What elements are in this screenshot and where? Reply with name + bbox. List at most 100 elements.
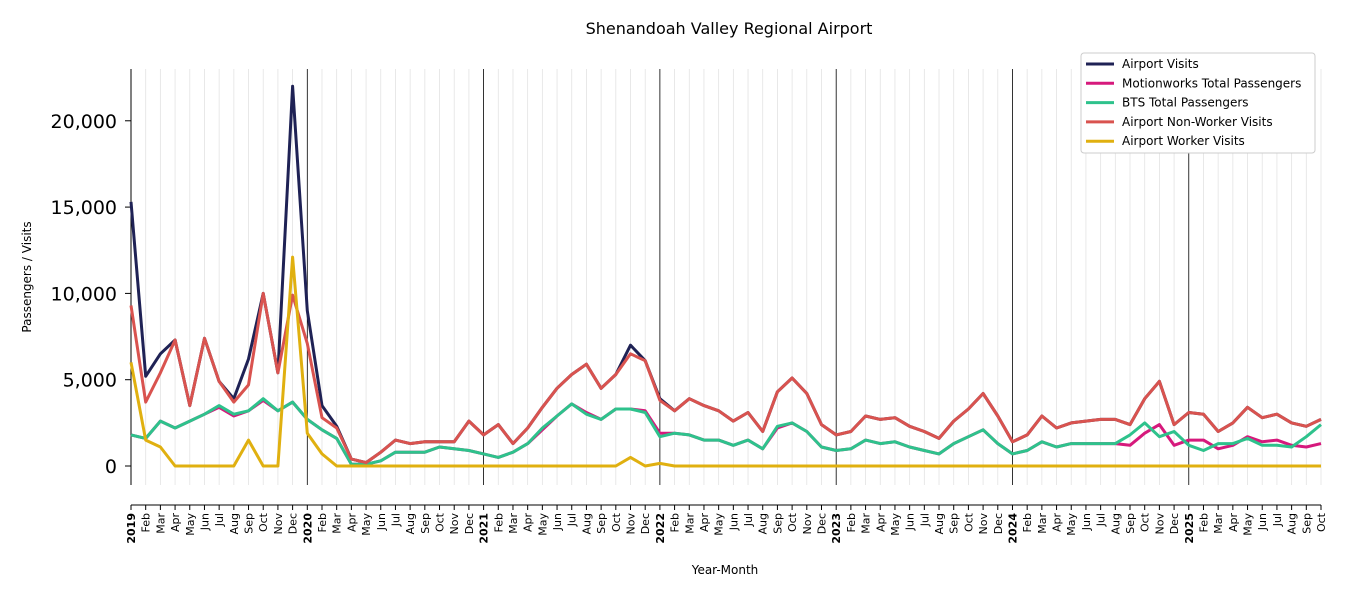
x-tick-label: Jul xyxy=(1095,513,1108,527)
x-tick-label: Aug xyxy=(228,513,241,534)
x-tick-label: Mar xyxy=(1036,513,1049,534)
x-tick-label: Dec xyxy=(992,513,1005,534)
x-tick-label: Nov xyxy=(977,513,990,535)
x-tick-label: Apr xyxy=(169,513,182,533)
x-tick-label: Feb xyxy=(140,513,153,532)
x-tick-label: Nov xyxy=(1153,513,1166,535)
legend-label: Airport Non-Worker Visits xyxy=(1122,115,1273,129)
y-tick-label: 10,000 xyxy=(51,283,117,305)
legend-box xyxy=(1080,52,1316,154)
x-axis-label: Year-Month xyxy=(691,563,759,577)
x-tick-label: Aug xyxy=(757,513,770,534)
x-tick-label: Aug xyxy=(404,513,417,534)
x-tick-label: May xyxy=(536,513,549,536)
series-line-4 xyxy=(129,291,1322,465)
y-tick-label: 5,000 xyxy=(63,370,117,392)
x-tick-label: Sep xyxy=(771,513,784,534)
legend-label: Motionworks Total Passengers xyxy=(1122,76,1301,90)
x-tick-label: Apr xyxy=(698,513,711,533)
x-tick-label: Apr xyxy=(874,513,887,533)
axes xyxy=(130,69,1321,506)
x-tick-label: Mar xyxy=(331,513,344,534)
chart-title: Shenandoah Valley Regional Airport xyxy=(586,19,873,38)
x-tick-label: Jun xyxy=(727,513,740,531)
legend-label: Airport Visits xyxy=(1122,57,1199,71)
x-tick-label: Jul xyxy=(389,513,402,527)
x-tick-label: Sep xyxy=(243,513,256,534)
x-tick-label: Dec xyxy=(287,513,300,534)
x-tick-label: Sep xyxy=(595,513,608,534)
x-tick-label: 2020 xyxy=(301,513,314,544)
x-tick-label: Jul xyxy=(566,513,579,527)
series-line-3 xyxy=(130,397,1322,466)
x-tick-label: Jul xyxy=(742,513,755,527)
x-tick-label: Mar xyxy=(860,513,873,534)
x-tick-label: 2024 xyxy=(1006,513,1019,544)
x-tick-label: Mar xyxy=(154,513,167,534)
x-tick-label: Jul xyxy=(213,513,226,527)
x-tick-label: Dec xyxy=(815,513,828,534)
x-tick-label: 2022 xyxy=(654,513,667,544)
x-tick-label: Apr xyxy=(522,513,535,533)
x-tick-label: 2023 xyxy=(830,513,843,544)
series-line-5 xyxy=(129,255,1321,468)
x-tick-label: Dec xyxy=(639,513,652,534)
x-tick-label: 2021 xyxy=(478,513,491,544)
x-tick-label: Oct xyxy=(257,512,270,532)
y-ticks: 0 5,000 10,000 15,000 20,000 xyxy=(51,111,131,478)
x-tick-label: Mar xyxy=(507,513,520,534)
x-tick-label: Nov xyxy=(448,513,461,535)
legend-label: BTS Total Passengers xyxy=(1122,96,1249,110)
x-tick-label: Feb xyxy=(1021,513,1034,532)
x-tick-label: Apr xyxy=(1227,513,1240,533)
x-tick-label: May xyxy=(889,513,902,536)
x-tick-label: Feb xyxy=(1197,513,1210,532)
y-axis-label: Passengers / Visits xyxy=(20,221,34,332)
x-ticks: 2019 Feb Mar Apr May Jun Jul Aug Sep Oct Nov Dec 202… xyxy=(125,505,1328,544)
x-tick-label: Oct xyxy=(786,512,799,532)
y-tick-label: 0 xyxy=(105,456,117,478)
x-tick-label: Dec xyxy=(463,513,476,534)
x-tick-label: Oct xyxy=(610,512,623,532)
x-tick-label: Jun xyxy=(198,513,211,531)
x-tick-label: Jun xyxy=(375,513,388,531)
series-line-2 xyxy=(130,398,1322,466)
x-tick-label: Oct xyxy=(1139,512,1152,532)
x-tick-label: May xyxy=(713,513,726,536)
x-tick-label: Aug xyxy=(933,513,946,534)
x-tick-label: Oct xyxy=(434,512,447,532)
x-tick-label: Jun xyxy=(1256,513,1269,531)
x-tick-label: Jul xyxy=(918,513,931,527)
x-tick-label: May xyxy=(184,513,197,536)
x-tick-label: Jun xyxy=(1080,513,1093,531)
x-tick-label: Aug xyxy=(580,513,593,534)
x-tick-label: Aug xyxy=(1286,513,1299,534)
series-lines xyxy=(129,84,1322,468)
y-tick-label: 15,000 xyxy=(51,197,117,219)
x-tick-label: Sep xyxy=(1124,513,1137,534)
x-tick-label: Jul xyxy=(1271,513,1284,527)
x-tick-label: Feb xyxy=(845,513,858,532)
x-tick-label: Sep xyxy=(948,513,961,534)
x-tick-label: Nov xyxy=(801,513,814,535)
x-tick-label: Apr xyxy=(1051,513,1064,533)
x-tick-label: Jun xyxy=(551,513,564,531)
x-tick-label: May xyxy=(360,513,373,536)
x-tick-label: Nov xyxy=(625,513,638,535)
x-tick-label: Dec xyxy=(1168,513,1181,534)
y-tick-label: 20,000 xyxy=(51,111,117,133)
x-tick-label: May xyxy=(1242,513,1255,536)
x-tick-label: Mar xyxy=(1212,513,1225,534)
legend: Airport Visits Motionworks Total Passenge… xyxy=(1080,52,1316,154)
x-tick-label: Nov xyxy=(272,513,285,535)
x-tick-label: 2019 xyxy=(125,513,138,544)
x-tick-label: Feb xyxy=(492,513,505,532)
x-tick-label: Sep xyxy=(419,513,432,534)
x-tick-label: Aug xyxy=(1109,513,1122,534)
x-tick-label: May xyxy=(1065,513,1078,536)
x-tick-label: Feb xyxy=(669,513,682,532)
x-tick-label: 2025 xyxy=(1183,513,1196,544)
x-tick-label: Oct xyxy=(962,512,975,532)
x-tick-label: Oct xyxy=(1315,512,1328,532)
